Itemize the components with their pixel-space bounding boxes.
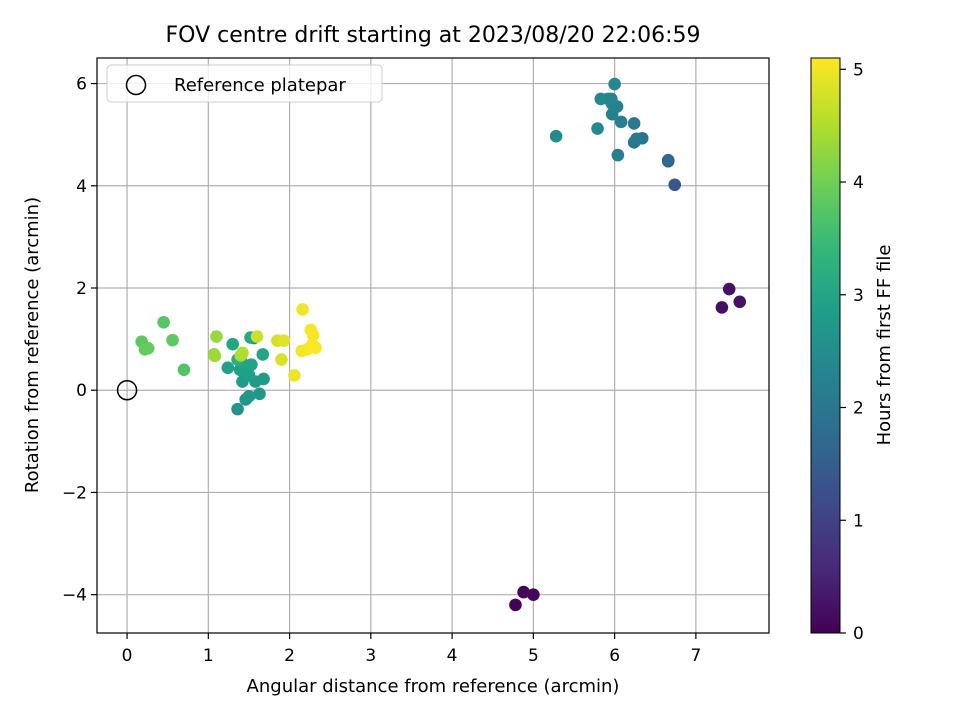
- scatter-point: [715, 301, 729, 314]
- scatter-point: [166, 333, 179, 347]
- scatter-point: [605, 107, 619, 121]
- grid-lines: [97, 58, 769, 633]
- data-points: [116, 77, 747, 612]
- legend-reference-marker: [125, 74, 147, 96]
- colorbar-tick-label: 1: [853, 511, 864, 531]
- scatter-point: [630, 132, 643, 146]
- scatter-point: [177, 363, 191, 377]
- scatter-point: [275, 353, 288, 366]
- chart-title: FOV centre drift starting at 2023/08/20 …: [166, 23, 701, 48]
- scatter-point: [256, 348, 270, 361]
- colorbar-tick-label: 3: [853, 286, 864, 306]
- scatter-point: [250, 330, 264, 343]
- colorbar-tick-label: 4: [853, 173, 864, 193]
- y-tick-label: 6: [76, 75, 87, 95]
- scatter-point: [627, 117, 641, 130]
- y-tick-label: 0: [76, 381, 87, 401]
- colorbar-tick-label: 2: [853, 399, 864, 419]
- x-axis-label: Angular distance from reference (arcmin): [247, 676, 620, 697]
- scatter-point: [210, 330, 223, 343]
- scatter-point: [288, 369, 301, 382]
- scatter-point: [608, 77, 621, 91]
- colorbar-tick-label: 5: [853, 60, 864, 80]
- x-tick-label: 6: [609, 646, 620, 666]
- scatter-point: [221, 361, 235, 375]
- scatter-point: [591, 122, 604, 135]
- colorbar-label: Hours from first FF file: [874, 245, 895, 446]
- plot-frame: [96, 57, 770, 634]
- scatter-point: [277, 334, 291, 347]
- y-tick-label: 4: [76, 177, 87, 197]
- scatter-point: [594, 92, 608, 106]
- colorbar-ticks: 0 1 2 3 4 5: [840, 60, 864, 644]
- scatter-point: [157, 315, 170, 329]
- x-tick-label: 3: [365, 646, 376, 666]
- scatter-point: [661, 153, 675, 167]
- scatter-point: [668, 178, 682, 192]
- scatter-point: [611, 148, 625, 162]
- y-tick-label: −4: [62, 586, 87, 606]
- scatter-point: [208, 349, 222, 363]
- scatter-point: [231, 402, 244, 416]
- y-tick-label: 2: [76, 279, 87, 299]
- scatter-point: [141, 342, 155, 355]
- scatter-point: [253, 387, 266, 401]
- legend-box: [106, 64, 383, 103]
- scatter-point: [309, 341, 322, 355]
- reference-platepar-marker: [116, 379, 138, 401]
- colorbar-tick-label: 0: [853, 624, 864, 644]
- scatter-point: [733, 295, 747, 309]
- x-axis-ticks: 0 1 2 3 4 5 6 7: [122, 633, 701, 666]
- x-tick-label: 4: [447, 646, 458, 666]
- x-tick-label: 0: [122, 646, 133, 666]
- y-axis-label: Rotation from reference (arcmin): [22, 197, 43, 493]
- scatter-point: [236, 346, 249, 360]
- scatter-point: [242, 390, 256, 403]
- scatter-point: [722, 282, 736, 296]
- colorbar: [810, 57, 841, 634]
- scatter-point: [527, 588, 540, 601]
- x-tick-label: 7: [690, 646, 701, 666]
- scatter-point: [517, 585, 530, 599]
- y-axis-ticks: −4 −2 0 2 4 6: [62, 75, 97, 606]
- scatter-point: [509, 598, 522, 612]
- x-tick-label: 5: [528, 646, 539, 666]
- scatter-point: [296, 303, 309, 316]
- legend-label: Reference platepar: [174, 75, 346, 96]
- x-tick-label: 2: [284, 646, 295, 666]
- scatter-point: [549, 129, 563, 143]
- scatter-point: [614, 115, 628, 129]
- legend: Reference platepar: [106, 64, 383, 103]
- y-tick-label: −2: [62, 483, 87, 503]
- x-tick-label: 1: [203, 646, 214, 666]
- scatter-point: [226, 337, 240, 351]
- scatter-point: [257, 372, 270, 386]
- scatter-point: [245, 358, 258, 371]
- scatter-point: [306, 328, 320, 342]
